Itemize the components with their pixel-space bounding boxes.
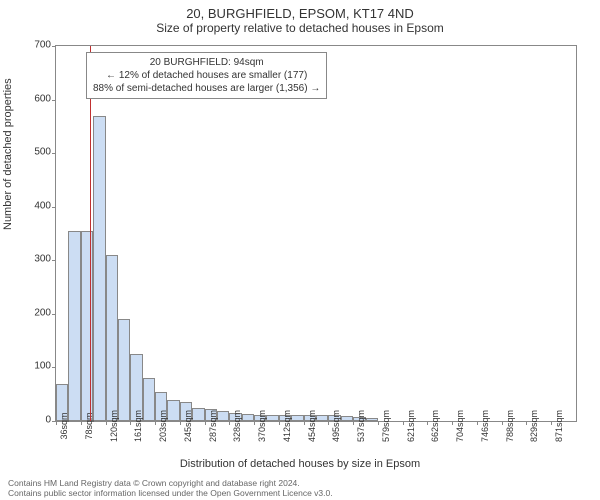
- histogram-bar: [316, 415, 328, 421]
- x-tick-label: 579sqm: [381, 410, 391, 442]
- x-tick: [106, 421, 107, 425]
- x-tick: [452, 421, 453, 425]
- x-tick: [551, 421, 552, 425]
- histogram-bar: [118, 319, 130, 421]
- chart-container: 20, BURGHFIELD, EPSOM, KT17 4ND Size of …: [0, 0, 600, 500]
- histogram-bar: [291, 415, 303, 421]
- annotation-line: 20 BURGHFIELD: 94sqm: [93, 56, 320, 69]
- annotation-line: 88% of semi-detached houses are larger (…: [93, 82, 320, 95]
- y-tick-label: 100: [34, 361, 51, 372]
- x-tick: [56, 421, 57, 425]
- y-tick: [52, 207, 56, 208]
- histogram-bar: [167, 400, 179, 421]
- annotation-line: ← 12% of detached houses are smaller (17…: [93, 69, 320, 82]
- x-tick: [81, 421, 82, 425]
- y-tick-label: 500: [34, 147, 51, 158]
- x-tick-label: 328sqm: [232, 410, 242, 442]
- x-tick-label: 829sqm: [529, 410, 539, 442]
- histogram-bar: [68, 231, 80, 421]
- x-tick: [130, 421, 131, 425]
- x-axis-label: Distribution of detached houses by size …: [0, 458, 600, 470]
- y-tick-label: 300: [34, 254, 51, 265]
- x-tick-label: 203sqm: [158, 410, 168, 442]
- y-tick: [52, 100, 56, 101]
- x-tick: [427, 421, 428, 425]
- x-tick-label: 370sqm: [257, 410, 267, 442]
- x-tick-label: 662sqm: [430, 410, 440, 442]
- x-tick-label: 495sqm: [331, 410, 341, 442]
- x-tick: [229, 421, 230, 425]
- footer-line: Contains HM Land Registry data © Crown c…: [8, 478, 333, 488]
- chart-title-sub: Size of property relative to detached ho…: [0, 21, 600, 37]
- x-tick-label: 412sqm: [282, 410, 292, 442]
- annotation-box: 20 BURGHFIELD: 94sqm ← 12% of detached h…: [86, 52, 327, 99]
- x-tick: [155, 421, 156, 425]
- y-tick: [52, 367, 56, 368]
- x-tick: [502, 421, 503, 425]
- x-tick-label: 36sqm: [59, 412, 69, 439]
- x-tick: [254, 421, 255, 425]
- footer-line: Contains public sector information licen…: [8, 488, 333, 498]
- y-tick: [52, 314, 56, 315]
- x-tick: [378, 421, 379, 425]
- x-tick-label: 704sqm: [455, 410, 465, 442]
- x-tick-label: 621sqm: [406, 410, 416, 442]
- y-tick: [52, 153, 56, 154]
- x-tick-label: 537sqm: [356, 410, 366, 442]
- y-tick-label: 0: [45, 415, 51, 426]
- x-tick: [279, 421, 280, 425]
- chart-title-main: 20, BURGHFIELD, EPSOM, KT17 4ND: [0, 0, 600, 21]
- x-tick-label: 161sqm: [133, 410, 143, 442]
- histogram-bar: [93, 116, 105, 421]
- x-tick-label: 245sqm: [183, 410, 193, 442]
- x-tick-label: 454sqm: [307, 410, 317, 442]
- histogram-bar: [341, 416, 353, 421]
- histogram-bar: [143, 378, 155, 421]
- x-tick: [403, 421, 404, 425]
- plot-area: 36sqm78sqm120sqm161sqm203sqm245sqm287sqm…: [55, 45, 577, 422]
- x-tick-label: 871sqm: [554, 410, 564, 442]
- histogram-bar: [242, 414, 254, 422]
- footer-attribution: Contains HM Land Registry data © Crown c…: [8, 478, 333, 498]
- y-tick: [52, 260, 56, 261]
- histogram-bar: [192, 408, 204, 421]
- reference-line: [90, 46, 91, 421]
- x-tick: [353, 421, 354, 425]
- y-tick-label: 700: [34, 40, 51, 51]
- y-tick-label: 400: [34, 200, 51, 211]
- x-tick: [304, 421, 305, 425]
- y-tick-label: 200: [34, 307, 51, 318]
- x-tick-label: 746sqm: [480, 410, 490, 442]
- x-tick-label: 120sqm: [109, 410, 119, 442]
- histogram-bar: [266, 415, 278, 421]
- x-tick: [205, 421, 206, 425]
- histogram-bar: [366, 418, 378, 421]
- y-axis-label: Number of detached properties: [2, 78, 14, 230]
- y-tick-label: 600: [34, 93, 51, 104]
- x-tick-label: 788sqm: [505, 410, 515, 442]
- x-tick-label: 78sqm: [84, 412, 94, 439]
- y-tick: [52, 46, 56, 47]
- x-tick-label: 287sqm: [208, 410, 218, 442]
- x-tick: [328, 421, 329, 425]
- x-tick: [526, 421, 527, 425]
- histogram-bar: [217, 411, 229, 421]
- x-tick: [477, 421, 478, 425]
- histogram-bar: [106, 255, 118, 421]
- x-tick: [180, 421, 181, 425]
